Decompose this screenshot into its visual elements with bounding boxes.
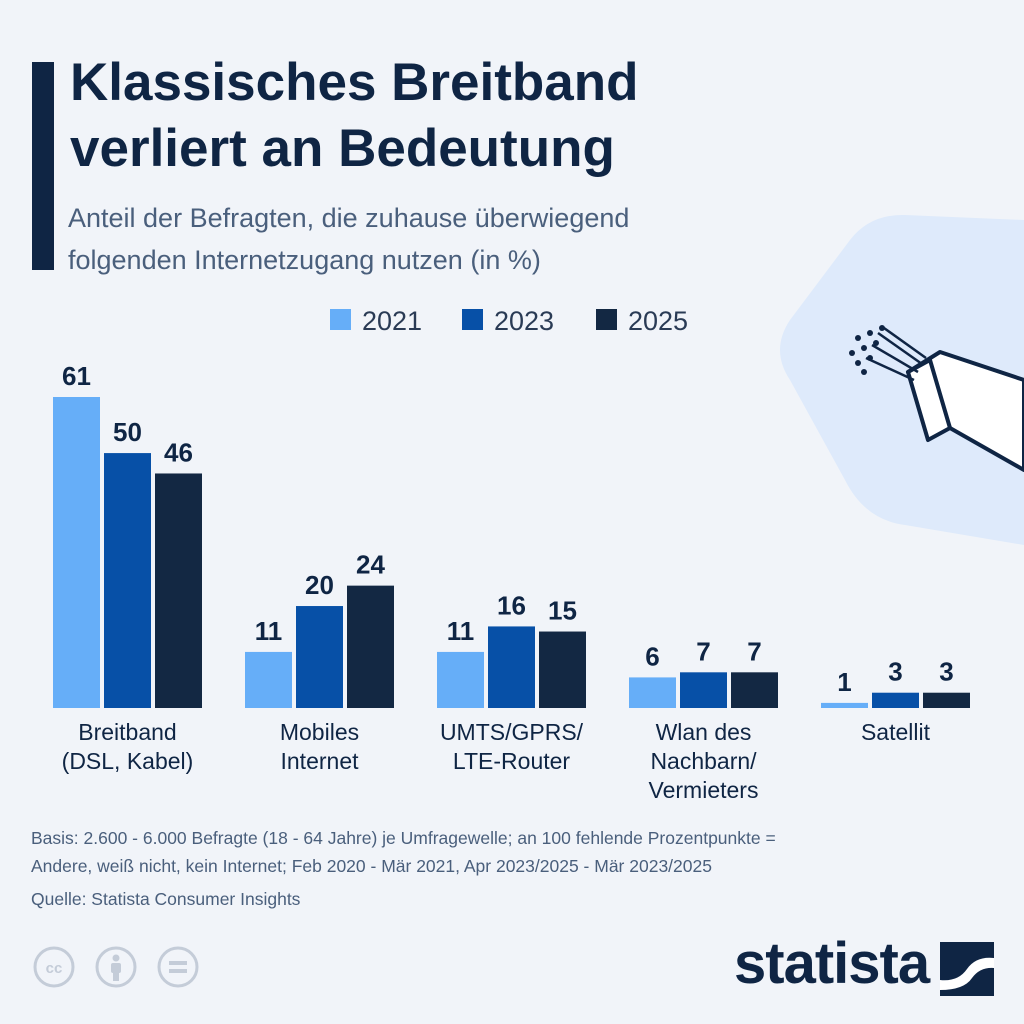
category-label-1-0: Mobiles [280, 719, 359, 745]
cc-icon[interactable]: cc [32, 945, 76, 989]
category-label-1-1: Internet [281, 748, 360, 774]
bar-0-2021 [53, 397, 100, 708]
category-label-4-0: Satellit [861, 719, 931, 745]
subtitle-line-1: Anteil der Befragten, die zuhause überwi… [68, 203, 630, 233]
value-label-2-2021: 11 [447, 616, 475, 646]
bar-1-2023 [296, 606, 343, 708]
category-label-0-1: (DSL, Kabel) [62, 748, 194, 774]
bar-3-2021 [629, 677, 676, 708]
legend-swatch-2023 [462, 309, 483, 330]
bar-0-2025 [155, 473, 202, 708]
subtitle-line-2: folgenden Internetzugang nutzen (in %) [68, 245, 541, 275]
category-label-2-1: LTE-Router [453, 748, 571, 774]
title-line-2: verliert an Bedeutung [70, 119, 615, 178]
basis-note-line-1: Basis: 2.600 - 6.000 Befragte (18 - 64 J… [31, 828, 776, 848]
value-label-0-2023: 50 [113, 417, 142, 447]
value-label-0-2025: 46 [164, 437, 193, 467]
bar-4-2025 [923, 692, 970, 708]
bar-3-2023 [680, 672, 727, 708]
person-icon[interactable] [94, 945, 138, 989]
category-label-0-0: Breitband [78, 719, 176, 745]
basis-note-line-2: Andere, weiß nicht, kein Internet; Feb 2… [31, 856, 712, 876]
value-label-1-2021: 11 [255, 616, 283, 646]
value-label-4-2021: 1 [837, 667, 851, 697]
category-label-3-2: Vermieters [649, 777, 759, 803]
bar-4-2023 [872, 692, 919, 708]
source-note: Quelle: Statista Consumer Insights [31, 889, 301, 909]
title-accent-bar [32, 62, 54, 270]
fiber-cable-icon [849, 325, 1024, 472]
bar-2-2025 [539, 631, 586, 708]
basis-note: Basis: 2.600 - 6.000 Befragte (18 - 64 J… [31, 824, 991, 880]
value-label-2-2023: 16 [497, 590, 526, 620]
value-label-4-2023: 3 [888, 657, 902, 687]
legend-swatch-2025 [596, 309, 617, 330]
equals-icon[interactable] [156, 945, 200, 989]
legend-label-2023: 2023 [494, 306, 554, 336]
category-label-3-1: Nachbarn/ [650, 748, 757, 774]
value-label-3-2023: 7 [696, 636, 710, 666]
value-label-2-2025: 15 [548, 596, 577, 626]
statista-logo[interactable]: statista [734, 931, 930, 996]
legend-label-2021: 2021 [362, 306, 422, 336]
bar-2-2021 [437, 651, 484, 708]
bar-2-2023 [488, 626, 535, 708]
bar-3-2025 [731, 672, 778, 708]
title-line-1: Klassisches Breitband [70, 53, 639, 112]
value-label-1-2023: 20 [305, 570, 334, 600]
value-label-3-2025: 7 [747, 636, 761, 666]
bar-0-2023 [104, 453, 151, 708]
page-subtitle: Anteil der Befragten, die zuhause überwi… [68, 197, 828, 281]
bar-4-2021 [821, 702, 868, 708]
category-label-3-0: Wlan des [656, 719, 752, 745]
legend-swatch-2021 [330, 309, 351, 330]
legend-label-2025: 2025 [628, 306, 688, 336]
value-label-4-2025: 3 [939, 657, 953, 687]
value-label-3-2021: 6 [645, 641, 659, 671]
bar-1-2025 [347, 585, 394, 708]
bar-1-2021 [245, 651, 292, 708]
page-title: Klassisches Breitband verliert an Bedeut… [70, 50, 770, 182]
value-label-0-2021: 61 [62, 361, 91, 391]
svg-text:cc: cc [46, 960, 63, 977]
category-label-2-0: UMTS/GPRS/ [440, 719, 584, 745]
value-label-1-2025: 24 [356, 550, 385, 580]
statista-logo-mark-icon [940, 942, 994, 996]
